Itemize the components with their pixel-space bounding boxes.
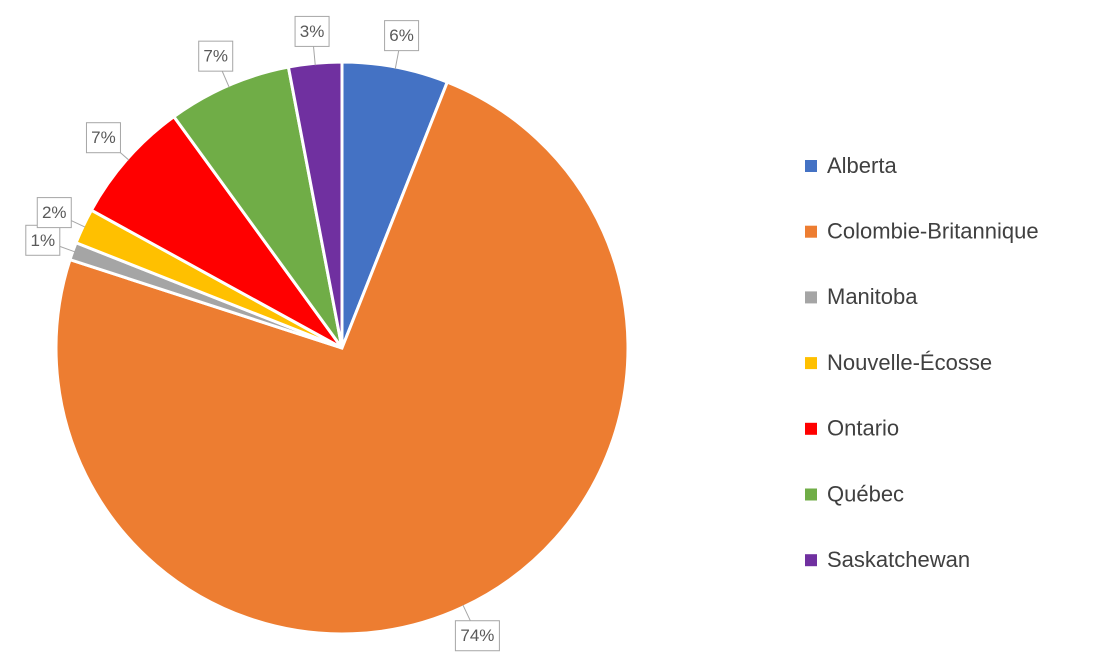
legend-swatch	[805, 488, 817, 501]
data-label: 7%	[91, 128, 116, 147]
legend-label: Manitoba	[827, 284, 918, 309]
leader-line	[394, 49, 400, 70]
data-label-box	[454, 620, 500, 652]
data-label-box	[25, 224, 61, 256]
data-label-box	[384, 20, 420, 52]
legend-label: Québec	[827, 481, 904, 506]
data-label: 3%	[300, 22, 325, 41]
data-label: 7%	[203, 47, 228, 66]
data-label-box	[36, 197, 72, 229]
legend-swatch	[805, 554, 817, 567]
legend-swatch	[805, 422, 817, 435]
data-label-box	[85, 122, 121, 154]
legend-swatch	[805, 291, 817, 304]
data-label: 1%	[31, 231, 56, 250]
data-label: 6%	[389, 26, 414, 45]
legend-swatch	[805, 225, 817, 238]
legend-swatch	[805, 357, 817, 370]
leader-line	[312, 45, 316, 66]
legend-label: Nouvelle-Écosse	[827, 350, 992, 375]
legend-label: Saskatchewan	[827, 547, 970, 572]
legend-swatch	[805, 160, 817, 172]
data-label: 2%	[42, 203, 67, 222]
data-label-box	[294, 15, 330, 47]
data-label: 74%	[460, 626, 494, 645]
leader-line	[462, 604, 472, 624]
legend-label: Colombie-Britannique	[827, 219, 1039, 244]
legend-label: Ontario	[827, 416, 899, 441]
legend-label: Alberta	[827, 153, 897, 178]
data-label-box	[198, 40, 234, 72]
leader-line	[220, 68, 230, 88]
